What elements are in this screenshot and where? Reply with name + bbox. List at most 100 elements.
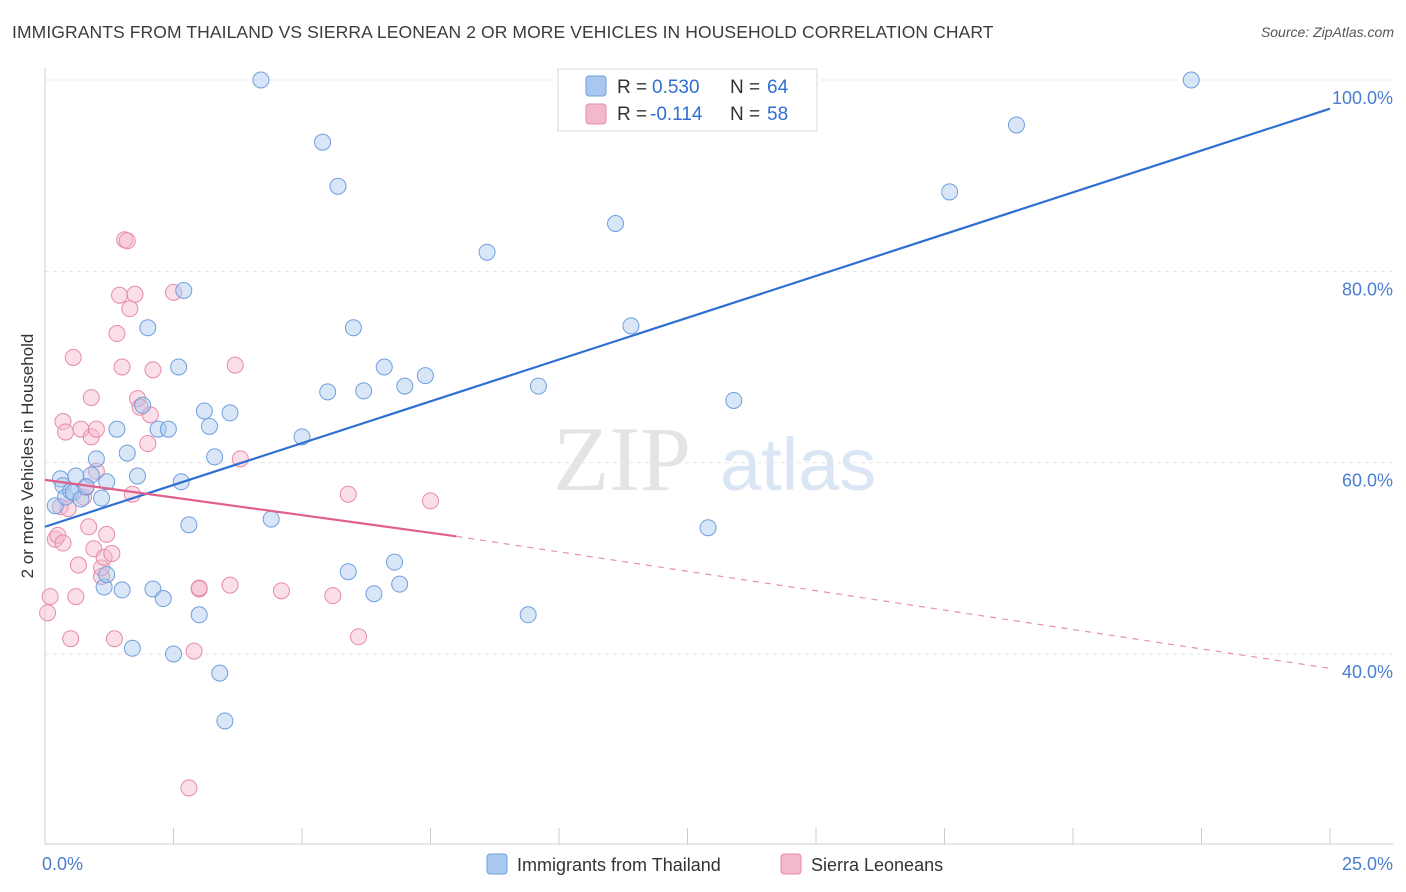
thailand-point [355, 382, 373, 400]
legend-n-value-sierra: 58 [767, 104, 788, 125]
sierra-leonean-point [54, 534, 72, 552]
grid-lines [45, 79, 1393, 655]
sierra-leonean-point [180, 779, 198, 797]
thailand-point [262, 510, 280, 528]
x-tick-label-min: 0.0% [42, 854, 83, 874]
sierra-leonean-point [165, 283, 182, 301]
thailand-point [98, 566, 116, 584]
thailand-point [1182, 71, 1200, 89]
sierra-leonean-point [139, 435, 157, 453]
thailand-point [365, 585, 383, 603]
sierra-leonean-point [39, 604, 57, 622]
y-axis-label: 2 or more Vehicles in Household [18, 334, 37, 579]
legend-r-label-thailand: R = [617, 77, 647, 98]
thailand-point [391, 575, 409, 593]
trend-lines [44, 107, 1331, 669]
thailand-points [46, 71, 1200, 730]
sierra-leonean-point [87, 420, 105, 438]
thailand-point [1007, 116, 1025, 134]
sierra-leonean-point [272, 582, 290, 600]
thailand-point [134, 396, 152, 414]
thailand-point [607, 215, 625, 232]
thailand-point [416, 367, 434, 385]
sierra-leonean-point [121, 300, 139, 318]
bottom-legend-swatch-thailand [486, 853, 508, 875]
thailand-point [699, 519, 717, 537]
thailand-point [139, 319, 157, 337]
sierra-leonean-point [226, 356, 244, 374]
thailand-point [93, 489, 111, 507]
legend-r-value-thailand: 0.530 [652, 77, 700, 98]
sierra-leonean-point [221, 576, 239, 594]
thailand-point [941, 183, 959, 201]
axes [44, 68, 1393, 845]
bottom-legend-swatch-sierra [780, 853, 802, 875]
sierra-leonean-point [324, 587, 342, 605]
sierra-leonean-point [108, 325, 126, 343]
sierra-leonean-point [57, 423, 75, 441]
sierra-leoneans-points [39, 231, 439, 797]
y-tick-label: 40.0% [1342, 662, 1393, 682]
thailand-point [519, 606, 537, 624]
bottom-legend-label-thailand: Immigrants from Thailand [517, 855, 721, 875]
sierra-leonean-point [64, 348, 82, 366]
thailand-point [195, 402, 213, 420]
thailand-point [170, 358, 188, 376]
thailand-point [529, 377, 547, 395]
thailand-point [314, 133, 332, 151]
thailand-point [159, 420, 177, 438]
thailand-point [190, 606, 208, 624]
legend-n-label-sierra: N = [730, 104, 760, 125]
thailand-point [129, 467, 147, 485]
y-tick-labels: 40.0% 60.0% 80.0% 100.0% [1332, 88, 1393, 682]
bottom-legend-label-sierra: Sierra Leoneans [811, 855, 943, 875]
sierra-leonean-point [126, 285, 144, 303]
y-tick-label: 80.0% [1342, 279, 1393, 299]
sierra-leonean-point [190, 579, 208, 597]
thailand-point [221, 404, 239, 422]
x-tick-label-max: 25.0% [1342, 854, 1393, 874]
y-tick-label: 100.0% [1332, 88, 1393, 108]
thailand-point [113, 581, 131, 599]
thailand-point [319, 383, 337, 401]
chart-title: IMMIGRANTS FROM THAILAND VS SIERRA LEONE… [12, 22, 994, 42]
sierra-leonean-point [80, 518, 98, 536]
sierra-leonean-point [54, 413, 72, 431]
sierra-leonean-point [67, 588, 85, 606]
thailand-point [154, 590, 172, 608]
sierra-leonean-point [82, 389, 100, 407]
legend-top: R = 0.530 N = 64 R = -0.114 N = 58 [557, 68, 818, 132]
legend-r-value-sierra: -0.114 [650, 104, 703, 125]
thailand-point [386, 553, 404, 571]
thailand-point [118, 444, 136, 462]
chart-source: Source: ZipAtlas.com [1260, 24, 1394, 40]
watermark-atlas: atlas [720, 423, 876, 506]
thailand-point [216, 712, 234, 730]
thailand-point [123, 639, 141, 657]
sierra-leonean-point [41, 588, 59, 606]
legend-bottom: Immigrants from Thailand Sierra Leoneans [486, 853, 943, 875]
sierra-leonean-point [111, 286, 129, 304]
sierra-leonean-point [62, 630, 80, 648]
sierra-leonean-point [339, 485, 357, 503]
legend-r-label-sierra: R = [617, 104, 647, 125]
sierra-leonean-point [69, 556, 87, 574]
sierra-leonean-point [185, 642, 203, 660]
sierra-leonean-point [113, 358, 131, 376]
sierra-leonean-point [422, 492, 439, 510]
thailand-point [396, 377, 414, 395]
thailand-point [252, 71, 270, 89]
sierra-leonean-point [98, 525, 116, 543]
thailand-point [725, 391, 743, 409]
sierra-leonean-point [105, 630, 123, 648]
thailand-point [175, 281, 193, 299]
thailand-point [211, 664, 229, 682]
thailand-point [622, 317, 640, 335]
thailand-point [200, 417, 218, 435]
thailand-point [339, 563, 357, 581]
thailand-point [87, 450, 105, 468]
thailand-point [206, 448, 224, 466]
thailand-point [95, 578, 113, 596]
thailand-trend-line [44, 107, 1331, 528]
legend-swatch-thailand [585, 75, 607, 97]
